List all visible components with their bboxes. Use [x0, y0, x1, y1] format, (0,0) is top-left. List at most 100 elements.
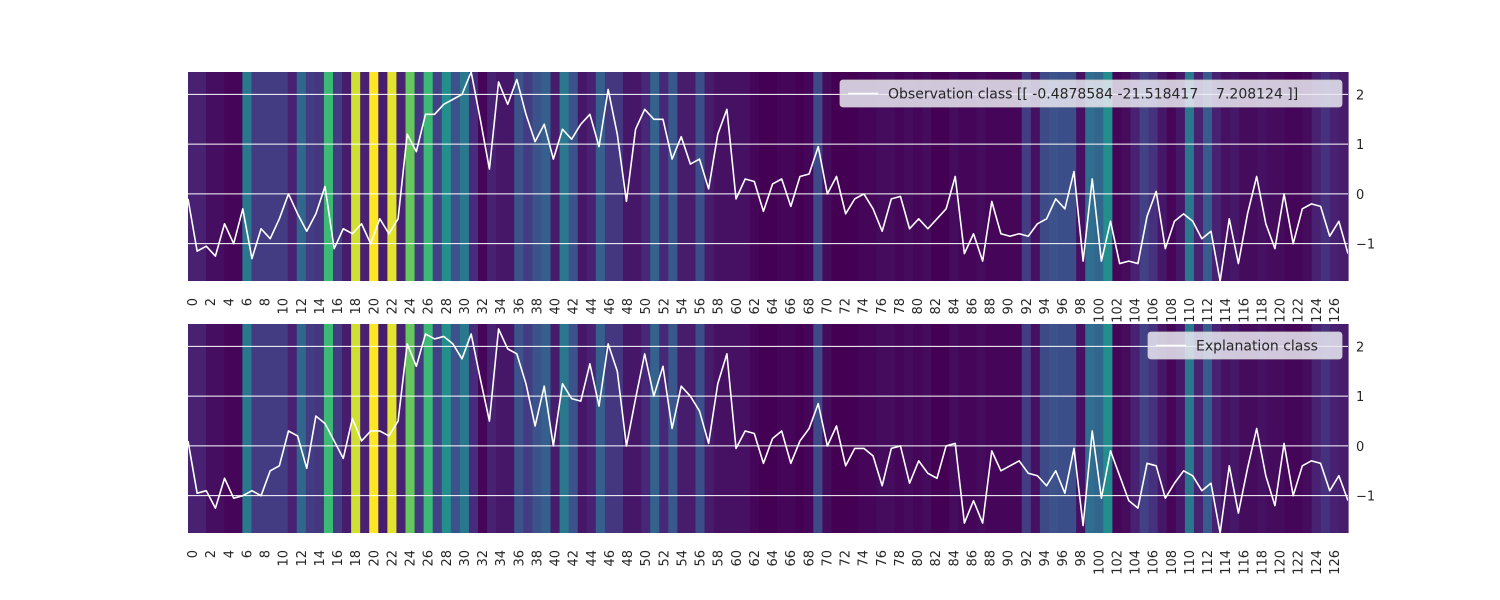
x-tick-label: 44: [585, 298, 600, 315]
heat-cell: [1166, 324, 1177, 533]
heat-cell: [496, 324, 506, 533]
heat-cell: [613, 72, 624, 281]
heat-cell: [1094, 324, 1104, 533]
heat-cell: [577, 72, 588, 281]
heat-cell: [623, 72, 633, 281]
x-tick-label: 86: [965, 298, 980, 315]
x-tick-label: 112: [1201, 298, 1216, 323]
heat-cell: [206, 324, 216, 533]
heat-cell: [1085, 72, 1095, 281]
heat-cell: [541, 72, 552, 281]
heat-cell: [487, 72, 497, 281]
x-tick-label: 22: [385, 550, 400, 567]
heat-cell: [840, 72, 851, 281]
x-tick-label: 58: [712, 298, 727, 315]
heat-cell: [758, 324, 769, 533]
heat-cell: [623, 324, 633, 533]
heat-cell: [450, 72, 461, 281]
heat-cell: [686, 324, 697, 533]
x-tick-label: 94: [1038, 298, 1053, 315]
y-tick-label: 1: [1356, 138, 1364, 153]
x-tick-label: 16: [331, 550, 346, 567]
x-tick-label: 32: [476, 298, 491, 315]
heat-cell: [1311, 324, 1322, 533]
heat-cell: [1320, 324, 1331, 533]
heat-cell: [641, 72, 651, 281]
heat-cell: [949, 72, 959, 281]
heat-cell: [1193, 72, 1204, 281]
x-tick-label: 82: [929, 298, 944, 315]
heat-cell: [740, 324, 751, 533]
heat-cell: [568, 324, 579, 533]
heat-cell: [677, 324, 688, 533]
x-tick-label: 48: [621, 550, 636, 567]
heat-cell: [414, 72, 425, 281]
heat-cell: [849, 324, 860, 533]
heat-cell: [414, 324, 425, 533]
heat-cell: [704, 324, 715, 533]
heat-cell: [197, 72, 207, 281]
heat-cell: [1184, 324, 1195, 533]
x-tick-label: 118: [1255, 298, 1270, 323]
x-tick-label: 124: [1310, 298, 1325, 323]
x-tick-label: 22: [385, 298, 400, 315]
heat-cell: [188, 72, 198, 281]
heat-cell: [1193, 324, 1204, 533]
x-tick-label: 30: [458, 550, 473, 567]
series-line: [188, 328, 1348, 533]
x-tick-label: 100: [1092, 550, 1107, 575]
heat-cell: [1230, 324, 1240, 533]
heat-cell: [478, 72, 488, 281]
x-tick-label: 28: [440, 550, 455, 567]
heat-cell: [251, 72, 262, 281]
x-tick-label: 88: [984, 298, 999, 315]
heat-cell: [1293, 324, 1304, 533]
heat-cell: [695, 72, 706, 281]
heat-cell: [913, 324, 923, 533]
x-tick-label: 90: [1002, 550, 1017, 567]
y-tick-label: 0: [1356, 188, 1364, 203]
heat-cell: [314, 72, 325, 281]
y-tick-label: 1: [1356, 390, 1364, 405]
x-tick-label: 80: [911, 298, 926, 315]
x-tick-label: 80: [911, 550, 926, 567]
heat-cell: [541, 324, 552, 533]
x-tick-label: 64: [766, 298, 781, 315]
heat-cell: [532, 72, 543, 281]
heat-cell: [586, 72, 597, 281]
heat-cell: [1012, 324, 1023, 533]
heat-cell: [922, 72, 932, 281]
y-tick-label: 0: [1356, 440, 1364, 455]
heat-cell: [559, 72, 570, 281]
series-line: [188, 72, 1348, 281]
heat-cell: [632, 324, 642, 533]
x-tick-label: 76: [875, 298, 890, 315]
heat-cell: [749, 324, 760, 533]
heat-cell: [423, 72, 434, 281]
heat-cell: [650, 72, 660, 281]
heat-cell: [1094, 72, 1104, 281]
heat-cell: [1203, 324, 1213, 533]
heat-cell: [758, 72, 769, 281]
heat-cell: [1248, 324, 1258, 533]
heat-cell: [296, 72, 307, 281]
heat-cell: [1048, 324, 1059, 533]
x-tick-label: 120: [1274, 550, 1289, 575]
heat-cell: [686, 72, 697, 281]
heat-cell: [378, 72, 388, 281]
heat-cell: [940, 72, 950, 281]
x-tick-label: 92: [1020, 298, 1035, 315]
heat-cell: [940, 324, 950, 533]
x-tick-label: 26: [422, 550, 437, 567]
heat-cell: [1157, 72, 1168, 281]
heat-cell: [1130, 72, 1141, 281]
x-tick-label: 34: [494, 550, 509, 567]
x-tick-label: 66: [784, 550, 799, 567]
heat-cell: [985, 72, 996, 281]
heat-cell: [1284, 72, 1295, 281]
heat-cell: [396, 324, 407, 533]
x-tick-label: 30: [458, 298, 473, 315]
x-tick-label: 46: [603, 550, 618, 567]
heat-cell: [242, 72, 253, 281]
heat-cell: [514, 324, 524, 533]
